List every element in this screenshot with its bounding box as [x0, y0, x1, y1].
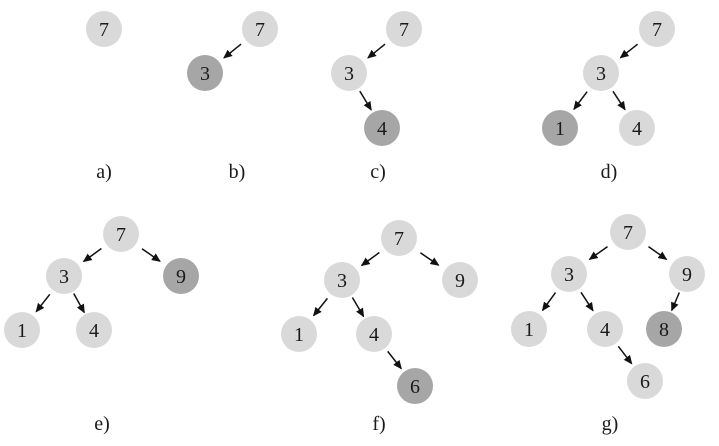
node-circle-4 — [356, 316, 392, 352]
node-circle-7 — [386, 11, 422, 47]
edge-arrow-3-to-1-6-2 — [541, 292, 557, 312]
edge-arrow-7-to-3-2-0 — [367, 43, 386, 59]
edge-arrow-4-to-6-6-5 — [617, 345, 633, 365]
node-label-3: 3 — [564, 264, 574, 286]
panel-label: f) — [372, 413, 385, 435]
node-label-4: 4 — [89, 320, 99, 342]
panel-d: 7 3 1 4 d) — [542, 11, 675, 183]
inserted-node-circle-8 — [646, 311, 682, 347]
node-circle-3 — [46, 258, 82, 294]
node-label-4: 4 — [632, 118, 642, 140]
node-circle-1 — [511, 311, 547, 347]
panel-label: g) — [602, 413, 619, 435]
node-label-9: 9 — [682, 264, 692, 286]
edge-arrow-3-to-1-5-2 — [312, 297, 328, 317]
node-label-7: 7 — [116, 224, 126, 246]
edge-arrow-3-to-4-4-3 — [73, 293, 85, 314]
node-circle-7 — [610, 214, 646, 250]
edge-arrow-3-to-1-3-1 — [573, 91, 588, 111]
edge-arrow-3-to-4-2-1 — [359, 90, 372, 111]
node-label-9: 9 — [176, 266, 186, 288]
node-label-3: 3 — [344, 63, 354, 85]
node-label-3: 3 — [337, 270, 347, 292]
node-circle-9 — [669, 256, 705, 292]
panel-label: e) — [94, 413, 110, 435]
node-label-3: 3 — [596, 63, 606, 85]
edge-arrow-7-to-3-4-0 — [82, 247, 102, 263]
edge-arrow-3-to-4-5-3 — [351, 297, 365, 318]
panel-b: 7 3 b) — [187, 11, 278, 183]
node-label-8: 8 — [659, 319, 669, 341]
edge-arrow-7-to-3-3-0 — [619, 43, 639, 59]
node-circle-7 — [381, 220, 417, 256]
node-circle-1 — [281, 316, 317, 352]
node-label-7: 7 — [99, 19, 109, 41]
node-circle-3 — [583, 55, 619, 91]
node-label-7: 7 — [399, 19, 409, 41]
node-label-4: 4 — [377, 118, 387, 140]
node-label-7: 7 — [255, 19, 265, 41]
node-circle-7 — [103, 216, 139, 252]
panel-a: 7 a) — [86, 11, 122, 183]
node-label-9: 9 — [455, 270, 465, 292]
node-circle-4 — [76, 312, 112, 348]
panel-label: b) — [229, 161, 246, 183]
node-circle-6 — [627, 363, 663, 399]
node-label-3: 3 — [200, 63, 210, 85]
edge-arrow-4-to-6-5-4 — [387, 350, 402, 370]
edge-arrow-7-to-9-5-1 — [419, 252, 440, 266]
panel-e: 7 3 9 1 4 e) — [4, 216, 199, 435]
node-label-6: 6 — [410, 376, 420, 398]
panel-f: 7 3 9 1 4 6 f) — [281, 220, 478, 435]
edge-arrow-3-to-4-6-3 — [580, 291, 594, 312]
node-circle-3 — [324, 262, 360, 298]
edge-arrow-7-to-3-5-0 — [360, 251, 380, 267]
panel-label: d) — [601, 161, 618, 183]
node-circle-9 — [442, 262, 478, 298]
inserted-node-circle-3 — [187, 55, 223, 91]
node-label-7: 7 — [394, 228, 404, 250]
node-circle-7 — [86, 11, 122, 47]
node-label-4: 4 — [600, 319, 610, 341]
node-circle-7 — [242, 11, 278, 47]
inserted-node-circle-1 — [542, 110, 578, 146]
edge-arrow-3-to-4-3-2 — [612, 90, 626, 111]
node-label-1: 1 — [524, 319, 534, 341]
panel-g: 7 3 9 1 4 8 6 g) — [511, 214, 705, 435]
edge-arrow-7-to-3-1-0 — [223, 43, 242, 59]
node-label-1: 1 — [555, 118, 565, 140]
node-circle-7 — [639, 11, 675, 47]
inserted-node-circle-6 — [397, 368, 433, 404]
node-label-4: 4 — [369, 324, 379, 346]
panel-c: 7 3 4 c) — [331, 11, 422, 183]
node-label-7: 7 — [652, 19, 662, 41]
edge-arrow-3-to-1-4-2 — [35, 293, 51, 313]
edge-arrow-9-to-8-6-4 — [671, 292, 680, 312]
node-circle-4 — [587, 311, 623, 347]
node-label-1: 1 — [17, 320, 27, 342]
node-circle-3 — [331, 55, 367, 91]
node-circle-4 — [619, 110, 655, 146]
node-circle-1 — [4, 312, 40, 348]
inserted-node-circle-9 — [163, 258, 199, 294]
node-label-7: 7 — [623, 222, 633, 244]
node-label-6: 6 — [640, 371, 650, 393]
edge-arrow-7-to-9-4-1 — [141, 248, 161, 262]
edge-arrow-7-to-9-6-1 — [648, 245, 668, 261]
edge-arrow-7-to-3-6-0 — [588, 245, 608, 261]
node-circle-3 — [551, 256, 587, 292]
inserted-node-circle-4 — [364, 110, 400, 146]
node-label-1: 1 — [294, 324, 304, 346]
panel-label: a) — [96, 161, 112, 183]
panel-label: c) — [370, 161, 386, 183]
node-label-3: 3 — [59, 266, 69, 288]
